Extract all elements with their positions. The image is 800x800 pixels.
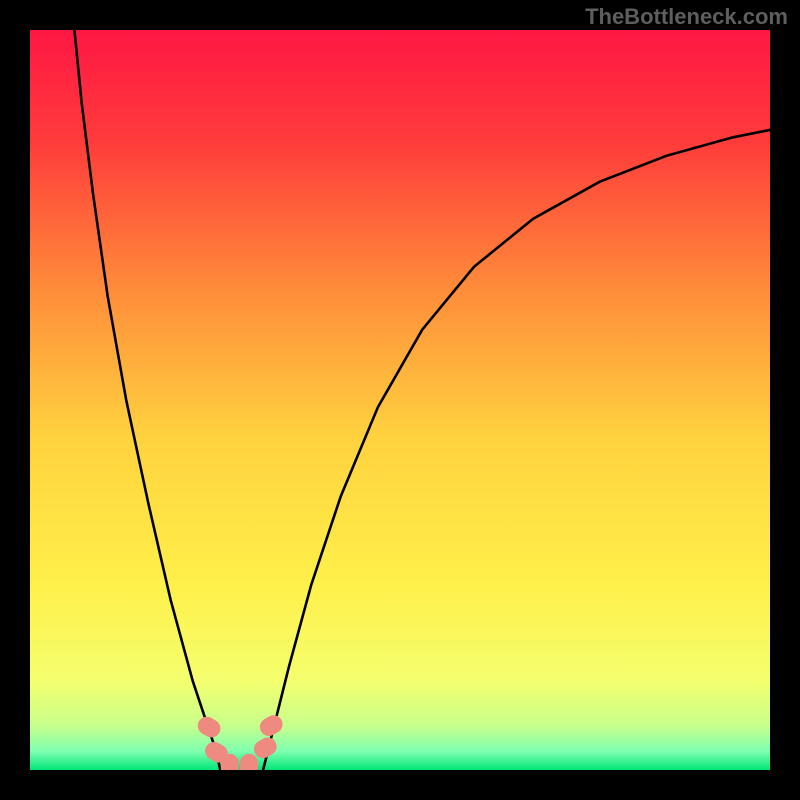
watermark-text: TheBottleneck.com — [585, 4, 788, 30]
gradient-background — [30, 30, 770, 770]
plot-area — [30, 30, 770, 770]
chart-container: TheBottleneck.com — [0, 0, 800, 800]
plot-svg — [30, 30, 770, 770]
